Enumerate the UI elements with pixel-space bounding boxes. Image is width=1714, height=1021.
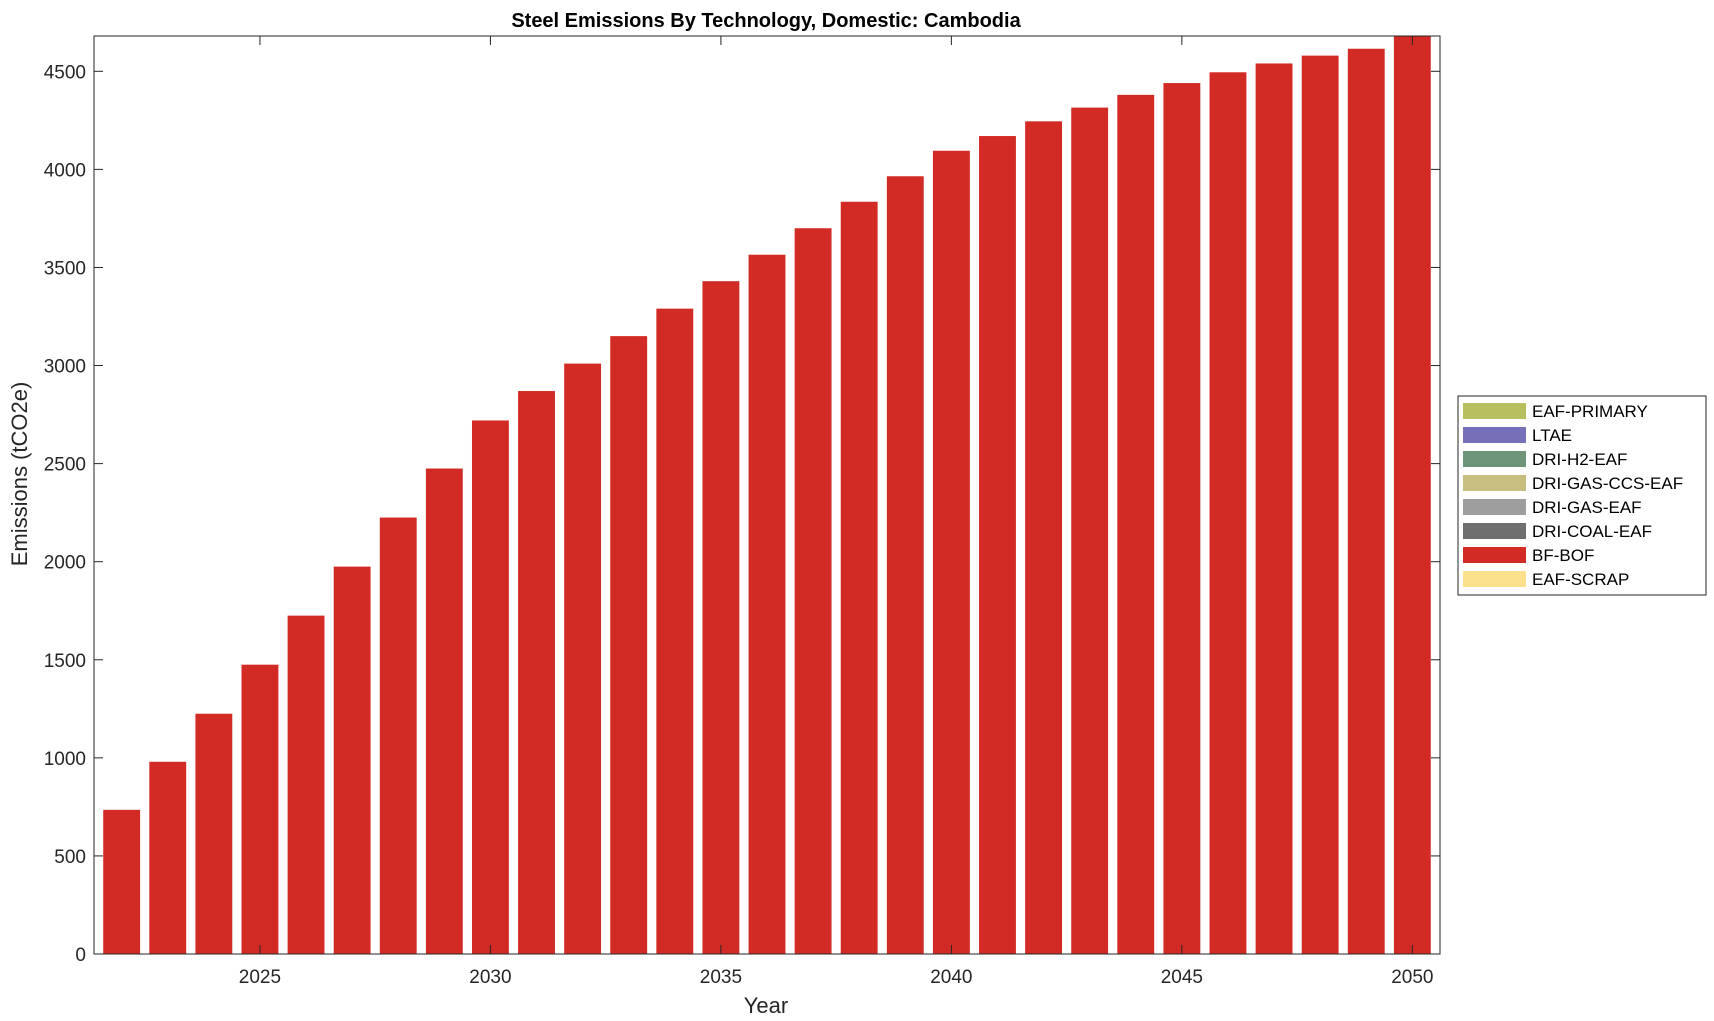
legend-label-bf-bof: BF-BOF [1532, 546, 1594, 565]
legend-swatch-dri-h2-eaf [1463, 451, 1526, 467]
bar-bf-bof-2046 [1209, 72, 1247, 955]
chart-title: Steel Emissions By Technology, Domestic:… [511, 10, 1021, 32]
x-tick-label: 2050 [1391, 967, 1433, 988]
bar-bf-bof-2033 [610, 336, 648, 954]
bar-bf-bof-2039 [886, 176, 924, 954]
y-tick-label: 3000 [44, 357, 86, 378]
bar-bf-bof-2041 [979, 136, 1016, 955]
bar-bf-bof-2042 [1025, 121, 1063, 954]
bar-bf-bof-2034 [656, 308, 694, 954]
ticks-group: 0 500 1000 1500 2000 2500 3000 3500 4000 4500 2025… [44, 36, 1440, 988]
legend-swatch-eaf-primary [1463, 403, 1526, 419]
y-tick-label: 3500 [44, 258, 86, 279]
bar-bf-bof-2043 [1071, 107, 1109, 955]
y-tick-label: 1500 [44, 651, 86, 672]
legend-label-eaf-scrap: EAF-SCRAP [1532, 570, 1629, 589]
y-tick-label: 2500 [44, 455, 86, 476]
x-tick-label: 2040 [930, 967, 972, 988]
legend-swatch-dri-gas-ccs-eaf [1463, 475, 1526, 491]
legend-label-dri-gas-ccs-eaf: DRI-GAS-CCS-EAF [1532, 474, 1683, 493]
bar-bf-bof-2040 [932, 150, 970, 954]
bar-bf-bof-2029 [425, 468, 463, 954]
bar-bf-bof-2026 [287, 615, 325, 954]
bar-bf-bof-2050 [1393, 36, 1431, 954]
legend-label-dri-gas-eaf: DRI-GAS-EAF [1532, 498, 1642, 517]
y-tick-label: 0 [75, 945, 86, 966]
bar-bf-bof-2030 [471, 420, 509, 955]
legend-swatch-ltae [1463, 427, 1526, 443]
legend: EAF-PRIMARY LTAE DRI-H2-EAF DRI-GAS-CCS-EAF… [1457, 395, 1707, 596]
y-axis-label: Emissions (tCO2e) [7, 382, 32, 567]
bar-bf-bof-2036 [748, 254, 786, 954]
bar-bf-bof-2044 [1117, 94, 1155, 955]
y-tick-label: 500 [54, 847, 86, 868]
x-tick-label: 2045 [1161, 967, 1203, 988]
bar-bf-bof-2022 [103, 809, 141, 954]
x-tick-label: 2025 [239, 967, 281, 988]
y-tick-label: 4000 [44, 160, 86, 181]
x-axis-label: Year [744, 993, 788, 1018]
bar-bf-bof-2028 [379, 517, 417, 954]
legend-box [1457, 395, 1707, 596]
x-tick-label: 2030 [469, 967, 511, 988]
bars-group [103, 36, 1431, 955]
y-tick-label: 4500 [44, 62, 86, 83]
legend-label-dri-h2-eaf: DRI-H2-EAF [1532, 450, 1627, 469]
bar-bf-bof-2047 [1255, 63, 1293, 954]
bar-bf-bof-2032 [564, 363, 602, 955]
bar-bf-bof-2025 [241, 664, 279, 954]
y-tick-label: 1000 [44, 749, 86, 770]
legend-swatch-dri-coal-eaf [1463, 523, 1526, 539]
legend-swatch-dri-gas-eaf [1463, 499, 1526, 515]
legend-label-dri-coal-eaf: DRI-COAL-EAF [1532, 522, 1652, 541]
legend-swatch-bf-bof [1463, 547, 1526, 563]
legend-label-eaf-primary: EAF-PRIMARY [1532, 402, 1648, 421]
bar-bf-bof-2027 [333, 566, 371, 954]
legend-label-ltae: LTAE [1532, 426, 1572, 445]
legend-swatch-eaf-scrap [1463, 571, 1526, 587]
bar-bf-bof-2031 [518, 391, 555, 954]
bar-bf-bof-2045 [1163, 83, 1201, 954]
bar-bf-bof-2023 [149, 761, 187, 954]
bar-bf-bof-2049 [1347, 48, 1385, 954]
bar-bf-bof-2037 [794, 228, 832, 955]
bar-bf-bof-2048 [1301, 55, 1339, 955]
x-tick-label: 2035 [700, 967, 742, 988]
plot-area-frame [93, 35, 1441, 955]
bar-bf-bof-2035 [702, 281, 740, 954]
bar-bf-bof-2038 [840, 201, 878, 954]
y-tick-label: 2000 [44, 553, 86, 574]
bar-bf-bof-2024 [195, 713, 233, 954]
